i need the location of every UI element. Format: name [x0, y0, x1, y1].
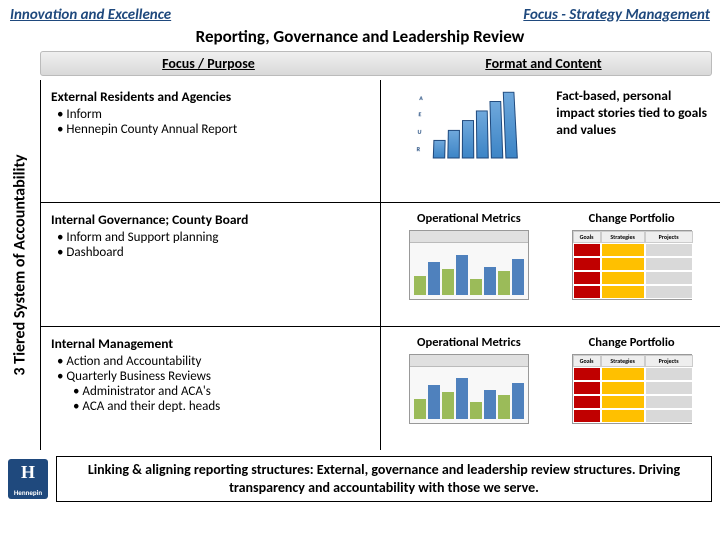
- row3-subbullets: Administrator and ACA's ACA and their de…: [57, 384, 370, 414]
- subheader-right: Format and Content: [376, 55, 711, 72]
- row2-right: Operational Metrics Change Portfolio: [381, 203, 720, 326]
- portfolio-icon: Goals Strategies Projects: [572, 230, 692, 300]
- row3-bullets: Action and Accountability Quarterly Busi…: [51, 354, 370, 414]
- sidebar: 3 Tiered System of Accountability: [0, 80, 40, 450]
- impact-text: Fact-based, personal impact stories tied…: [550, 88, 710, 194]
- change-label: Change Portfolio: [589, 211, 675, 226]
- row3-heading: Internal Management: [51, 335, 370, 352]
- ops-label: Operational Metrics: [417, 211, 521, 226]
- change-label-2: Change Portfolio: [589, 335, 675, 350]
- change-portfolio-block-2: Change Portfolio Goals Strategies Projec…: [553, 335, 710, 442]
- row2-heading: Internal Governance; County Board: [51, 211, 370, 228]
- sidebar-label: 3 Tiered System of Accountability: [11, 154, 30, 375]
- stair-chart: A E U R: [391, 88, 545, 194]
- list-item: ACA and their dept. heads: [73, 399, 370, 414]
- row1-heading: External Residents and Agencies: [51, 88, 370, 105]
- portfolio-icon-2: Goals Strategies Projects: [572, 354, 692, 424]
- main-grid-wrapper: 3 Tiered System of Accountability Extern…: [0, 80, 720, 450]
- dashboard-icon: [409, 230, 529, 300]
- stair-letters: A E U R: [417, 90, 434, 159]
- row2-bullets: Inform and Support planning Dashboard: [51, 230, 370, 260]
- list-item: Action and Accountability: [57, 354, 370, 369]
- subheader-left: Focus / Purpose: [41, 55, 376, 72]
- dashboard-icon-2: [409, 354, 529, 424]
- list-item: Quarterly Business Reviews: [57, 369, 370, 384]
- header-row: Innovation and Excellence Focus - Strate…: [0, 0, 720, 24]
- footer-summary: Linking & aligning reporting structures:…: [56, 456, 712, 502]
- ops-metrics-block-2: Operational Metrics: [391, 335, 548, 442]
- list-item: Dashboard: [57, 245, 370, 260]
- logo-text: Hennepin: [14, 488, 42, 497]
- row3-right: Operational Metrics Change Portfolio: [381, 327, 720, 450]
- bar-stairs-icon: A E U R: [417, 90, 519, 159]
- list-item: Inform and Support planning: [57, 230, 370, 245]
- row1-bullets: Inform Hennepin County Annual Report: [51, 107, 370, 137]
- header-left: Innovation and Excellence: [10, 6, 171, 24]
- row1-right: A E U R Fact-based, personal impact stor…: [381, 80, 720, 203]
- ops-metrics-block: Operational Metrics: [391, 211, 548, 317]
- list-item: Hennepin County Annual Report: [57, 122, 370, 137]
- hennepin-logo: Hennepin: [8, 459, 48, 499]
- list-item: Inform: [57, 107, 370, 122]
- header-right: Focus - Strategy Management: [523, 6, 710, 24]
- footer: Hennepin Linking & aligning reporting st…: [8, 456, 712, 502]
- row2-left: Internal Governance; County Board Inform…: [41, 203, 381, 326]
- change-portfolio-block: Change Portfolio Goals Strategies Projec…: [553, 211, 710, 317]
- row1-left: External Residents and Agencies Inform H…: [41, 80, 381, 203]
- content-grid: External Residents and Agencies Inform H…: [40, 80, 720, 450]
- list-item: Administrator and ACA's: [73, 384, 370, 399]
- ops-label-2: Operational Metrics: [417, 335, 521, 350]
- row3-left: Internal Management Action and Accountab…: [41, 327, 381, 450]
- subheader-bar: Focus / Purpose Format and Content: [40, 51, 712, 76]
- page-title: Reporting, Governance and Leadership Rev…: [0, 24, 720, 51]
